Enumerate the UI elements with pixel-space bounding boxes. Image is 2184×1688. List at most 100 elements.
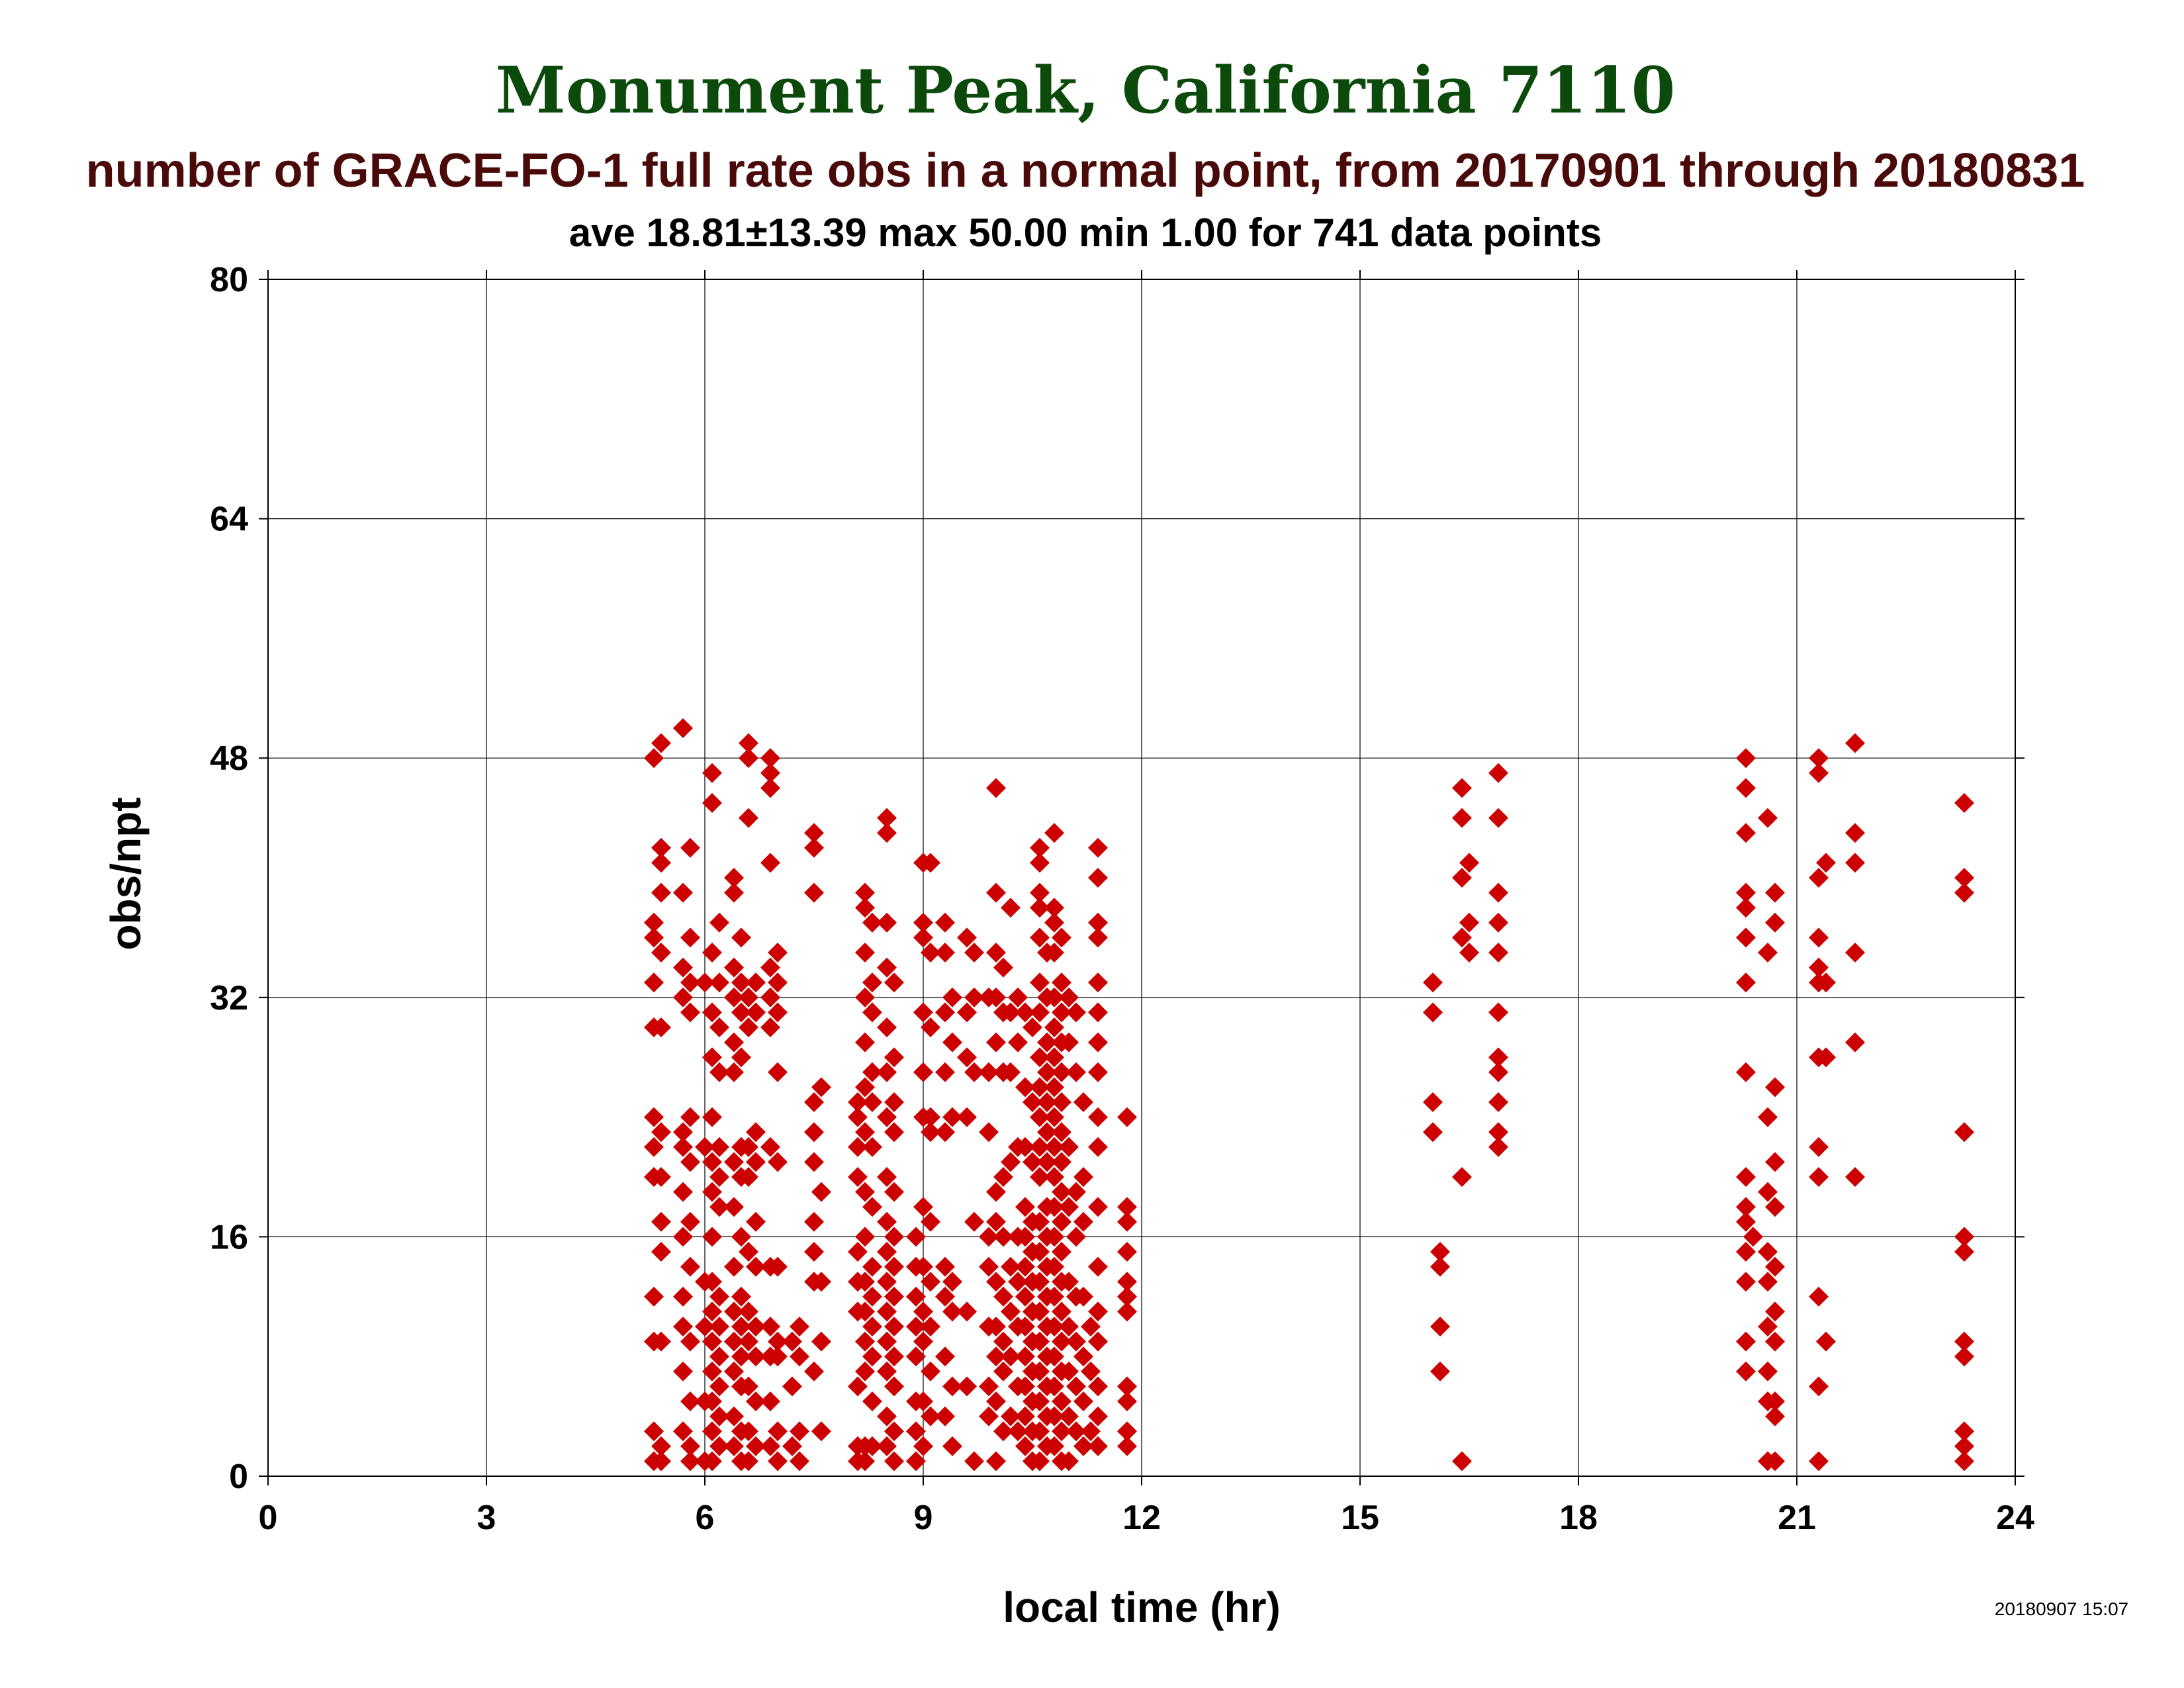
data-point-132 xyxy=(746,1436,766,1456)
data-point-237 xyxy=(884,1317,904,1336)
data-point-374 xyxy=(1030,882,1050,903)
data-point-347 xyxy=(1008,1421,1028,1442)
data-point-321 xyxy=(986,1211,1006,1232)
data-point-120 xyxy=(746,1152,766,1172)
data-point-543 xyxy=(1736,1272,1756,1292)
data-point-63 xyxy=(709,1197,729,1217)
data-point-235 xyxy=(884,1286,904,1307)
chart-subtitle: number of GRACE-FO-1 full rate obs in a … xyxy=(86,144,2085,197)
data-point-134 xyxy=(760,748,780,769)
data-point-64 xyxy=(702,1227,722,1247)
data-point-572 xyxy=(1809,957,1829,978)
data-point-252 xyxy=(906,1421,926,1442)
data-point-346 xyxy=(1001,1406,1021,1427)
data-point-46 xyxy=(673,1421,693,1442)
data-point-507 xyxy=(1430,1256,1450,1277)
data-point-470 xyxy=(1081,1361,1101,1382)
data-point-598 xyxy=(1954,1436,1974,1456)
x-tick-label-8: 24 xyxy=(1996,1499,2034,1537)
data-point-13 xyxy=(644,1137,664,1157)
data-point-79 xyxy=(695,1137,715,1157)
data-point-567 xyxy=(1809,748,1829,769)
data-point-486 xyxy=(1088,1301,1108,1322)
data-point-165 xyxy=(804,837,824,858)
data-point-54 xyxy=(702,1002,722,1023)
data-point-69 xyxy=(702,1331,722,1352)
data-point-124 xyxy=(746,1256,766,1277)
data-point-550 xyxy=(1765,1077,1785,1098)
data-point-290 xyxy=(935,1406,955,1427)
data-point-552 xyxy=(1765,1152,1785,1172)
data-point-551 xyxy=(1758,1107,1778,1127)
data-point-364 xyxy=(1015,1346,1035,1367)
data-point-521 xyxy=(1488,882,1508,903)
data-point-161 xyxy=(790,1421,809,1442)
data-point-463 xyxy=(1059,1451,1079,1472)
data-point-298 xyxy=(957,1107,977,1127)
data-point-348 xyxy=(1015,1002,1035,1023)
data-point-119 xyxy=(739,1137,758,1157)
data-point-141 xyxy=(760,987,780,1008)
data-point-268 xyxy=(921,1272,940,1292)
data-point-597 xyxy=(1954,1421,1974,1442)
data-point-366 xyxy=(1015,1376,1035,1397)
data-point-55 xyxy=(709,1017,729,1037)
data-point-505 xyxy=(1423,1122,1443,1143)
data-point-412 xyxy=(1052,927,1071,948)
data-point-133 xyxy=(739,1451,758,1472)
data-point-478 xyxy=(1088,972,1108,993)
data-point-158 xyxy=(782,1331,802,1352)
data-point-242 xyxy=(877,1406,897,1427)
x-tick-label-5: 15 xyxy=(1341,1499,1379,1537)
data-point-450 xyxy=(1066,1062,1086,1082)
data-point-314 xyxy=(993,957,1013,978)
chart-stats-line: ave 18.81±13.39 max 50.00 min 1.00 for 7… xyxy=(569,211,1602,255)
data-point-101 xyxy=(724,1301,744,1322)
data-point-422 xyxy=(1052,1092,1071,1112)
data-point-236 xyxy=(877,1301,897,1322)
data-point-360 xyxy=(1015,1286,1035,1307)
data-point-306 xyxy=(979,1227,999,1247)
data-point-28 xyxy=(680,927,700,948)
data-point-71 xyxy=(702,1361,722,1382)
y-tick-label-5: 80 xyxy=(210,261,248,299)
data-point-502 xyxy=(1423,972,1443,993)
data-point-217 xyxy=(877,808,897,828)
data-point-545 xyxy=(1736,1361,1756,1382)
data-point-582 xyxy=(1809,1451,1829,1472)
data-points xyxy=(644,718,1974,1472)
data-point-56 xyxy=(702,1047,722,1068)
data-point-255 xyxy=(921,853,940,873)
data-point-243 xyxy=(884,1421,904,1442)
data-point-186 xyxy=(848,1376,868,1397)
data-point-227 xyxy=(884,1122,904,1143)
data-point-287 xyxy=(942,1301,962,1322)
data-point-128 xyxy=(746,1346,766,1367)
data-point-2 xyxy=(651,837,671,858)
data-point-291 xyxy=(942,1436,962,1456)
data-point-476 xyxy=(1088,912,1108,933)
data-point-74 xyxy=(709,1406,729,1427)
data-point-219 xyxy=(877,912,897,933)
data-point-284 xyxy=(935,1256,955,1277)
data-point-301 xyxy=(957,1376,977,1397)
data-point-381 xyxy=(1037,1032,1057,1053)
data-point-406 xyxy=(1030,1421,1050,1442)
data-point-22 xyxy=(651,1436,671,1456)
data-point-249 xyxy=(906,1317,926,1336)
data-point-280 xyxy=(942,1032,962,1053)
data-point-485 xyxy=(1088,1256,1108,1277)
data-point-388 xyxy=(1030,1137,1050,1157)
data-point-509 xyxy=(1430,1361,1450,1382)
data-point-179 xyxy=(848,1092,868,1112)
data-point-503 xyxy=(1423,1002,1443,1023)
data-point-305 xyxy=(979,1122,999,1143)
data-point-114 xyxy=(746,972,766,993)
data-point-539 xyxy=(1736,1197,1756,1217)
data-point-5 xyxy=(644,912,664,933)
data-point-238 xyxy=(877,1331,897,1352)
data-point-322 xyxy=(993,1227,1013,1247)
data-point-483 xyxy=(1088,1137,1108,1157)
data-point-419 xyxy=(1044,1047,1064,1068)
data-point-497 xyxy=(1117,1301,1137,1322)
